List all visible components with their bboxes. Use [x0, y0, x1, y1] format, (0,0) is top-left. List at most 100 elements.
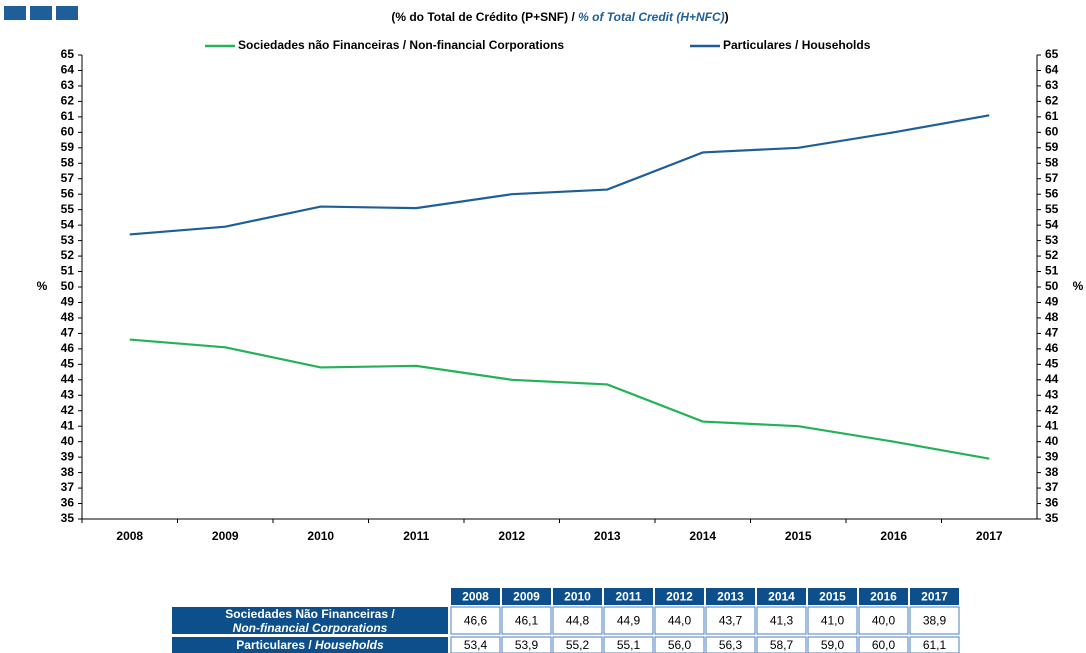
- y-tick-label: 36: [61, 496, 75, 510]
- y-tick-label: 59: [61, 140, 75, 154]
- y-tick-label: 50: [61, 279, 75, 293]
- y-tick-label: 54: [61, 217, 75, 231]
- y2-tick-label: 56: [1045, 186, 1059, 200]
- y-tick-label: 43: [61, 387, 75, 401]
- x-tick-label: 2015: [785, 529, 812, 543]
- table-header-cell: [553, 588, 602, 605]
- table-header: 2016: [870, 590, 897, 604]
- table-cell: [501, 606, 552, 635]
- y-tick-label: 40: [61, 434, 75, 448]
- table-header-cell: [757, 588, 806, 605]
- table-value: 41,0: [821, 614, 845, 628]
- x-tick-label: 2011: [403, 529, 429, 543]
- table-cell: [858, 606, 909, 635]
- chart-title: (% do Total de Crédito (P+SNF) / % of To…: [391, 10, 728, 24]
- table-header-cell: [808, 588, 857, 605]
- y-tick-label: 44: [61, 372, 75, 386]
- table-header-cell: [910, 588, 959, 605]
- y-tick-label: 57: [61, 171, 75, 185]
- x-tick-label: 2017: [976, 529, 1003, 543]
- table-value: 53,9: [515, 638, 539, 652]
- table-row-header: [172, 607, 448, 634]
- table-row-label-en: Households: [315, 638, 384, 652]
- table-cell: [756, 636, 807, 653]
- table-header: 2015: [819, 590, 846, 604]
- y-tick-label: 60: [61, 125, 75, 139]
- y2-tick-label: 37: [1045, 480, 1059, 494]
- logo-block: [56, 6, 78, 20]
- table-row-label-pt: Sociedades Não Financeiras /: [225, 607, 395, 621]
- table-row-label: Sociedades Não Financeiras / Non-financia…: [225, 607, 395, 635]
- table-value: 59,0: [821, 638, 845, 652]
- y2-tick-label: 60: [1045, 125, 1059, 139]
- table-cell: [654, 636, 705, 653]
- table-header: 2009: [513, 590, 540, 604]
- table-cell: [705, 606, 756, 635]
- y2-tick-label: 55: [1045, 202, 1059, 216]
- table-value: 56,0: [668, 638, 692, 652]
- table-header-cell: [502, 588, 551, 605]
- y-tick-label: 53: [61, 233, 75, 247]
- table-cell: [552, 636, 603, 653]
- y2-tick-label: 40: [1045, 434, 1059, 448]
- y-tick-label: 42: [61, 403, 75, 417]
- table-cell: [705, 636, 756, 653]
- table-value: 40,0: [872, 614, 896, 628]
- table-row-label-pt: Particulares /: [236, 638, 315, 652]
- y2-tick-label: 45: [1045, 357, 1059, 371]
- y2-tick-label: 54: [1045, 217, 1059, 231]
- table-value: 60,0: [872, 638, 896, 652]
- y2-tick-label: 48: [1045, 310, 1059, 324]
- y2-tick-label: 59: [1045, 140, 1059, 154]
- table-cell: [603, 606, 654, 635]
- table-value: 55,2: [566, 638, 590, 652]
- table-header-cell: [604, 588, 653, 605]
- table-cell: [450, 636, 501, 653]
- table-header-cell: [451, 588, 500, 605]
- logo-block: [4, 6, 26, 20]
- table-cell: [909, 636, 960, 653]
- y2-tick-label: 51: [1045, 264, 1059, 278]
- y-tick-label: 63: [61, 78, 75, 92]
- x-tick-label: 2013: [594, 529, 621, 543]
- x-tick-label: 2012: [498, 529, 525, 543]
- table-cell: [552, 606, 603, 635]
- y-tick-label: 45: [61, 357, 75, 371]
- table-value: 58,7: [770, 638, 794, 652]
- table-cell: [654, 606, 705, 635]
- table-header-cell: [859, 588, 908, 605]
- table-value: 53,4: [464, 638, 488, 652]
- y-tick-label: 65: [61, 47, 75, 61]
- table-value: 46,6: [464, 614, 488, 628]
- y2-tick-label: 42: [1045, 403, 1059, 417]
- y-tick-label: 41: [61, 418, 75, 432]
- x-tick-label: 2008: [116, 529, 143, 543]
- y2-tick-label: 44: [1045, 372, 1059, 386]
- legend-label: Sociedades não Financeiras / Non-financi…: [238, 38, 564, 52]
- x-tick-label: 2014: [689, 529, 716, 543]
- x-tick-label: 2010: [307, 529, 334, 543]
- y2-tick-label: 53: [1045, 233, 1059, 247]
- y2-tick-label: 41: [1045, 418, 1059, 432]
- table-header: 2010: [564, 590, 591, 604]
- table-header-cell: [706, 588, 755, 605]
- table-cell: [807, 606, 858, 635]
- title-end: ): [725, 10, 729, 24]
- table-cell: [909, 606, 960, 635]
- y-tick-label: 64: [61, 63, 75, 77]
- series-line: [129, 338, 990, 460]
- y-tick-label: 55: [61, 202, 75, 216]
- y2-tick-label: 36: [1045, 496, 1059, 510]
- y-tick-label: 35: [61, 511, 75, 525]
- legend-label: Particulares / Households: [723, 38, 871, 52]
- table-cell: [756, 606, 807, 635]
- y2-tick-label: 62: [1045, 94, 1059, 108]
- table-cell: [603, 636, 654, 653]
- table-row-header: [172, 637, 448, 653]
- x-tick-label: 2009: [212, 529, 239, 543]
- table-header: 2011: [615, 590, 641, 604]
- table-row-label: Particulares / Households: [236, 638, 384, 652]
- y2-axis-label: %: [1073, 279, 1084, 293]
- y2-tick-label: 47: [1045, 326, 1059, 340]
